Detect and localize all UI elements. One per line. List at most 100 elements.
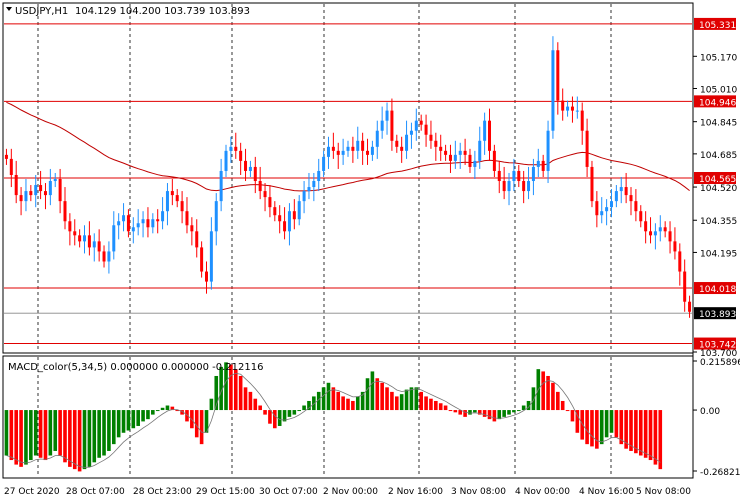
macd-bar: [77, 410, 82, 472]
macd-bar: [292, 410, 297, 415]
candle-body: [258, 181, 262, 192]
macd-bar: [448, 410, 453, 412]
price-tick-label: 105.010: [700, 85, 737, 95]
candle-body: [78, 235, 82, 242]
candle-body: [536, 160, 540, 167]
macd-histogram: [4, 362, 663, 472]
macd-bar: [516, 410, 521, 412]
candle-body: [678, 251, 682, 272]
candle-body: [575, 110, 579, 112]
level-price-label: 104.946: [699, 98, 736, 108]
macd-bar: [87, 410, 92, 467]
candle-body: [336, 150, 340, 155]
time-label: 28 Oct 23:00: [133, 487, 192, 497]
macd-bar: [375, 378, 380, 411]
macd-bar: [97, 410, 101, 458]
candle-body: [107, 251, 111, 262]
macd-bar: [546, 375, 550, 411]
macd-bar: [551, 382, 555, 411]
candle-body: [29, 191, 33, 196]
candle-body: [58, 179, 62, 202]
macd-tick-label: 0.215896: [700, 358, 740, 368]
candle-body: [609, 201, 613, 208]
moving-average-line: [6, 101, 690, 192]
candle-body: [522, 181, 526, 192]
macd-bar: [341, 396, 345, 411]
level-price-badge: [694, 17, 736, 30]
candle-body: [473, 160, 477, 167]
macd-bar: [556, 391, 560, 411]
macd-bar: [248, 391, 253, 411]
candle-body: [244, 160, 248, 171]
time-label: 2 Nov 00:00: [323, 487, 378, 497]
macd-bar: [331, 387, 336, 411]
candle-body: [561, 100, 565, 111]
moving-average: [6, 101, 690, 192]
candle-body: [414, 120, 418, 131]
macd-bar: [365, 378, 370, 411]
macd-bar: [599, 410, 604, 445]
macd-bar: [360, 391, 365, 411]
candle-body: [619, 187, 623, 192]
candle-body: [624, 187, 628, 196]
macd-bar: [565, 410, 570, 412]
candle-body: [273, 207, 277, 216]
candle-body: [165, 191, 169, 212]
candle-body: [292, 211, 296, 220]
macd-bar: [409, 387, 414, 411]
candle-body: [39, 185, 43, 192]
candle-body: [453, 154, 457, 161]
candle-body: [253, 166, 257, 182]
macd-bar: [419, 391, 423, 411]
candle-body: [673, 241, 677, 252]
price-tick-label: 104.355: [700, 217, 737, 227]
macd-bar: [111, 410, 116, 445]
candle-body: [97, 241, 101, 252]
time-label: 3 Nov 08:00: [451, 487, 506, 497]
macd-bar: [585, 410, 589, 445]
macd-bar: [72, 410, 77, 470]
macd-bar: [273, 410, 277, 429]
candle-body: [341, 150, 345, 155]
candle-body: [663, 227, 667, 232]
macd-bar: [214, 375, 219, 411]
time-label: 5 Nov 08:00: [636, 487, 691, 497]
candle-body: [570, 106, 574, 111]
candle-body: [278, 215, 282, 222]
macd-bar: [624, 410, 628, 449]
candle-body: [370, 146, 374, 155]
macd-bar: [33, 410, 38, 456]
candle-body: [131, 227, 135, 232]
candle-body: [346, 146, 350, 151]
macd-bar: [43, 410, 48, 461]
candle-body: [439, 146, 443, 151]
candle-body: [331, 146, 335, 151]
candle-body: [429, 134, 433, 141]
candle-body: [483, 120, 487, 141]
candle-body: [634, 201, 638, 212]
candle-body: [102, 251, 106, 262]
macd-bar: [14, 410, 18, 465]
macd-bar: [434, 400, 438, 411]
candle-body: [229, 146, 233, 151]
macd-bar: [390, 391, 394, 411]
candle-body: [361, 140, 365, 151]
candle-body: [9, 158, 13, 175]
macd-bar: [595, 410, 599, 449]
macd-bar: [370, 371, 375, 411]
candle-body: [92, 241, 96, 248]
candle-body: [68, 221, 72, 232]
macd-bar: [199, 410, 204, 445]
candle-body: [219, 170, 223, 202]
symbol-menu-triangle-icon[interactable]: [6, 7, 12, 11]
candle-body: [497, 170, 501, 182]
macd-bar: [126, 410, 131, 431]
macd-bar: [253, 398, 258, 411]
candle-body: [649, 231, 653, 236]
candle-body: [43, 191, 47, 196]
macd-panel-frame: [2, 355, 694, 479]
time-label: 28 Oct 07:00: [66, 487, 125, 497]
candle-body: [688, 301, 692, 312]
macd-tick-label: -0.268211: [700, 468, 740, 478]
